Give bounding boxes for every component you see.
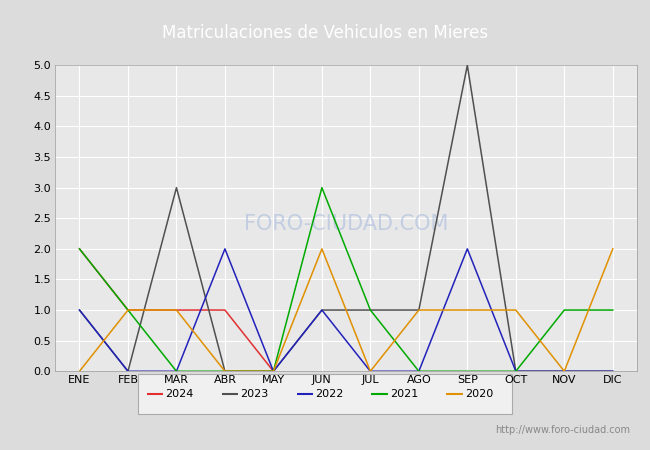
Text: FORO-CIUDAD.COM: FORO-CIUDAD.COM <box>244 214 448 234</box>
Text: 2021: 2021 <box>390 389 419 399</box>
Text: 2023: 2023 <box>240 389 268 399</box>
Text: 2024: 2024 <box>166 389 194 399</box>
FancyBboxPatch shape <box>138 374 512 414</box>
Text: 2022: 2022 <box>315 389 344 399</box>
Text: http://www.foro-ciudad.com: http://www.foro-ciudad.com <box>495 425 630 436</box>
Text: 2020: 2020 <box>465 389 493 399</box>
Text: Matriculaciones de Vehiculos en Mieres: Matriculaciones de Vehiculos en Mieres <box>162 23 488 42</box>
